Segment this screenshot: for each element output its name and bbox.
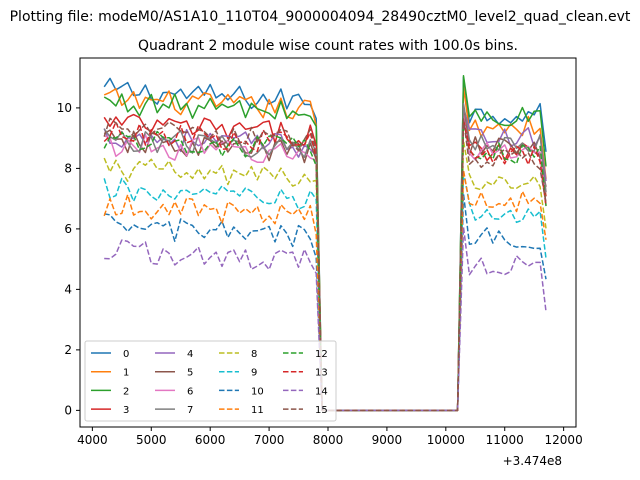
legend-label-4: 4 [187, 349, 193, 360]
x-tick-label: 12000 [545, 433, 583, 447]
x-offset-label: +3.474e8 [503, 454, 562, 468]
legend-label-15: 15 [315, 405, 328, 416]
legend-label-6: 6 [187, 386, 193, 397]
x-tick-label: 9000 [372, 433, 403, 447]
series-line-11 [103, 169, 547, 412]
y-tick-label: 8 [64, 161, 72, 175]
legend-label-9: 9 [251, 368, 257, 379]
x-tick-label: 7000 [254, 433, 285, 447]
y-tick-label: 2 [64, 343, 72, 357]
legend-label-12: 12 [315, 349, 328, 360]
y-tick-label: 10 [57, 101, 72, 115]
legend-label-14: 14 [315, 386, 328, 397]
x-tick-label: 8000 [313, 433, 344, 447]
legend-label-8: 8 [251, 349, 257, 360]
legend-box [84, 340, 337, 422]
y-tick-label: 6 [64, 222, 72, 236]
chart-title: Quadrant 2 module wise count rates with … [138, 38, 518, 54]
legend-label-1: 1 [123, 368, 129, 379]
legend-label-11: 11 [251, 405, 264, 416]
figure-suptitle: Plotting file: modeM0/AS1A10_110T04_9000… [10, 9, 631, 25]
legend-label-0: 0 [123, 349, 129, 360]
legend-label-5: 5 [187, 368, 193, 379]
legend-label-2: 2 [123, 386, 129, 397]
x-tick-label: 11000 [486, 433, 524, 447]
y-tick-label: 0 [64, 403, 72, 417]
x-tick-label: 6000 [195, 433, 226, 447]
x-tick-label: 4000 [77, 433, 108, 447]
legend-label-7: 7 [187, 405, 193, 416]
plot-area: 4000 5000 6000 7000 8000 9000 10000 11000 12000 0… [57, 57, 583, 447]
series-line-10 [104, 193, 547, 412]
x-tick-label: 5000 [136, 433, 167, 447]
series-line-8 [103, 140, 547, 412]
legend-label-10: 10 [251, 386, 264, 397]
legend-label-3: 3 [123, 405, 129, 416]
series-line-14 [104, 226, 547, 412]
legend-label-13: 13 [315, 368, 328, 379]
y-tick-label: 4 [64, 282, 72, 296]
x-tick-label: 10000 [427, 433, 465, 447]
